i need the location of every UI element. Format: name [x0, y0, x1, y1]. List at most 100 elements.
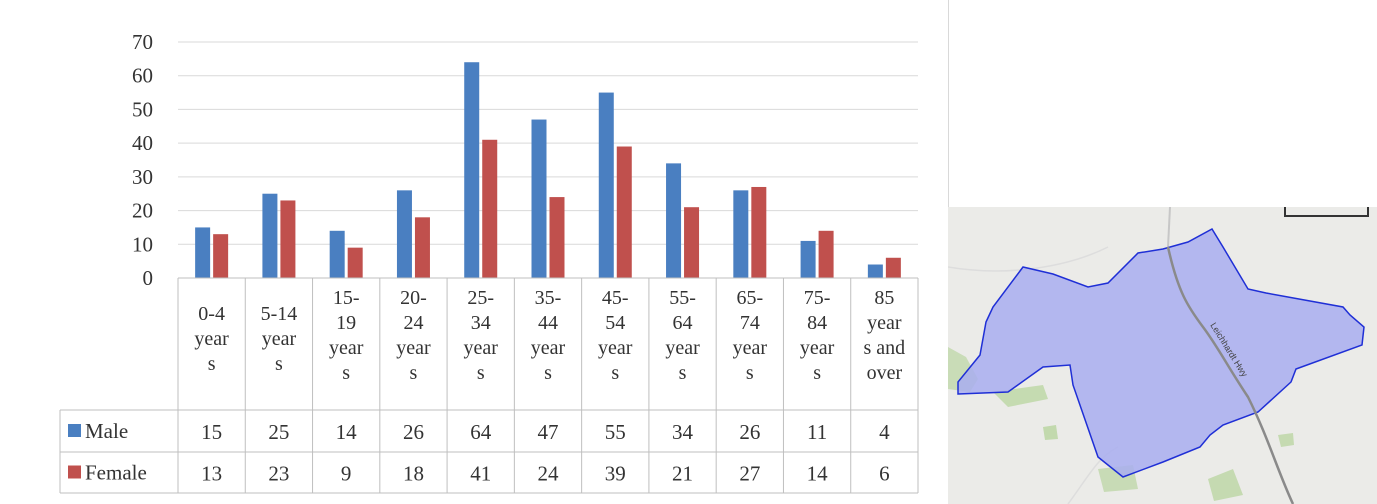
category-label: 0-4 — [198, 303, 225, 325]
category-label: s — [342, 362, 350, 384]
category-label: 74 — [740, 312, 760, 334]
category-label: 54 — [605, 312, 625, 334]
bar-female — [549, 197, 565, 278]
chart-panel: 0 10 20 30 40 50 60 70 0-4 year s 5-14 year s 15- 19 ye… — [8, 0, 948, 504]
table-value: 39 — [605, 462, 626, 486]
bar-male — [396, 190, 412, 278]
category-label: year — [531, 337, 566, 359]
category-label: 19 — [336, 312, 356, 334]
bar-male — [195, 227, 211, 278]
bar-male — [329, 230, 345, 278]
category-label: s — [813, 362, 821, 384]
bar-female — [414, 217, 430, 278]
green-area — [1208, 469, 1243, 501]
category-label: 55- — [669, 287, 696, 309]
category-label: year — [194, 328, 229, 350]
legend-label: Female — [85, 461, 147, 485]
bar-male — [531, 119, 547, 279]
category-label: s and — [864, 337, 906, 359]
gridlines — [178, 41, 918, 279]
bar-male — [800, 240, 816, 278]
table-value: 4 — [879, 420, 890, 444]
minor-road — [948, 246, 1109, 272]
category-label: year — [733, 337, 768, 359]
category-label: year — [329, 337, 364, 359]
bar-female — [616, 146, 632, 278]
minor-road — [1167, 207, 1171, 248]
age-sex-bar-chart: 0 10 20 30 40 50 60 70 0-4 year s 5-14 year s 15- 19 ye… — [59, 30, 919, 494]
green-area — [1043, 425, 1058, 440]
legend-swatch — [68, 424, 81, 437]
table-value: 14 — [807, 462, 829, 486]
bar-female — [280, 200, 296, 278]
table-value: 15 — [201, 420, 222, 444]
table-value: 21 — [672, 462, 693, 486]
category-label: over — [867, 362, 903, 384]
bar-male — [262, 193, 278, 278]
category-label: 45- — [602, 287, 629, 309]
table-value: 27 — [739, 462, 760, 486]
category-label: s — [746, 362, 754, 384]
category-label: 85 — [874, 287, 894, 309]
bar-male — [598, 92, 614, 278]
highway-road — [1166, 246, 1295, 504]
table-value: 14 — [336, 420, 358, 444]
category-label: 25- — [467, 287, 494, 309]
category-label: s — [275, 353, 283, 375]
category-label: s — [208, 353, 216, 375]
y-tick-label: 70 — [132, 30, 153, 54]
table-value: 24 — [538, 462, 560, 486]
region-polygon[interactable] — [957, 228, 1365, 478]
legend-swatch — [68, 465, 81, 479]
bar-female — [213, 234, 229, 278]
y-tick-label: 40 — [132, 131, 153, 155]
category-label: year — [665, 337, 700, 359]
bar-male — [464, 62, 480, 278]
map-panel[interactable]: Leichhardt Hwy — [948, 207, 1377, 504]
table-value: 13 — [201, 462, 222, 486]
category-label: year — [867, 312, 902, 334]
green-area — [1278, 433, 1294, 447]
table-value: 23 — [268, 462, 289, 486]
category-label: s — [611, 362, 619, 384]
bar-female — [751, 186, 767, 278]
scale-bar — [1284, 207, 1369, 217]
category-label: 5-14 — [261, 303, 298, 325]
table-value: 9 — [341, 462, 352, 486]
table-value: 18 — [403, 462, 424, 486]
category-label: 64 — [673, 312, 693, 334]
table-value: 26 — [403, 420, 424, 444]
category-label: year — [262, 328, 297, 350]
table-value: 64 — [470, 420, 492, 444]
table-value: 34 — [672, 420, 694, 444]
table-value: 55 — [605, 420, 626, 444]
category-label: 20- — [400, 287, 427, 309]
bar-female — [684, 207, 700, 278]
bar-male — [867, 264, 883, 278]
bar-female — [347, 247, 363, 278]
data-table: 0-4 year s 5-14 year s 15- 19 year s 20- 24 year s 25-… — [59, 277, 919, 494]
table-value: 41 — [470, 462, 491, 486]
category-label: 84 — [807, 312, 827, 334]
bars — [195, 62, 901, 279]
table-value: 25 — [268, 420, 289, 444]
category-label: 15- — [333, 287, 360, 309]
y-tick-label: 20 — [132, 199, 153, 223]
category-label: s — [477, 362, 485, 384]
category-label: 44 — [538, 312, 558, 334]
category-label: s — [544, 362, 552, 384]
y-tick-label: 0 — [143, 266, 154, 290]
y-tick-label: 10 — [132, 232, 153, 256]
legend-label: Male — [85, 419, 128, 443]
bar-female — [482, 139, 498, 278]
bar-female — [818, 230, 834, 278]
y-tick-label: 30 — [132, 165, 153, 189]
category-label: year — [396, 337, 431, 359]
bar-female — [885, 257, 901, 278]
category-label: 65- — [736, 287, 763, 309]
category-label: s — [679, 362, 687, 384]
category-label: s — [410, 362, 418, 384]
bar-male — [733, 190, 749, 278]
category-label: 34 — [471, 312, 491, 334]
region-map[interactable]: Leichhardt Hwy — [948, 207, 1377, 504]
